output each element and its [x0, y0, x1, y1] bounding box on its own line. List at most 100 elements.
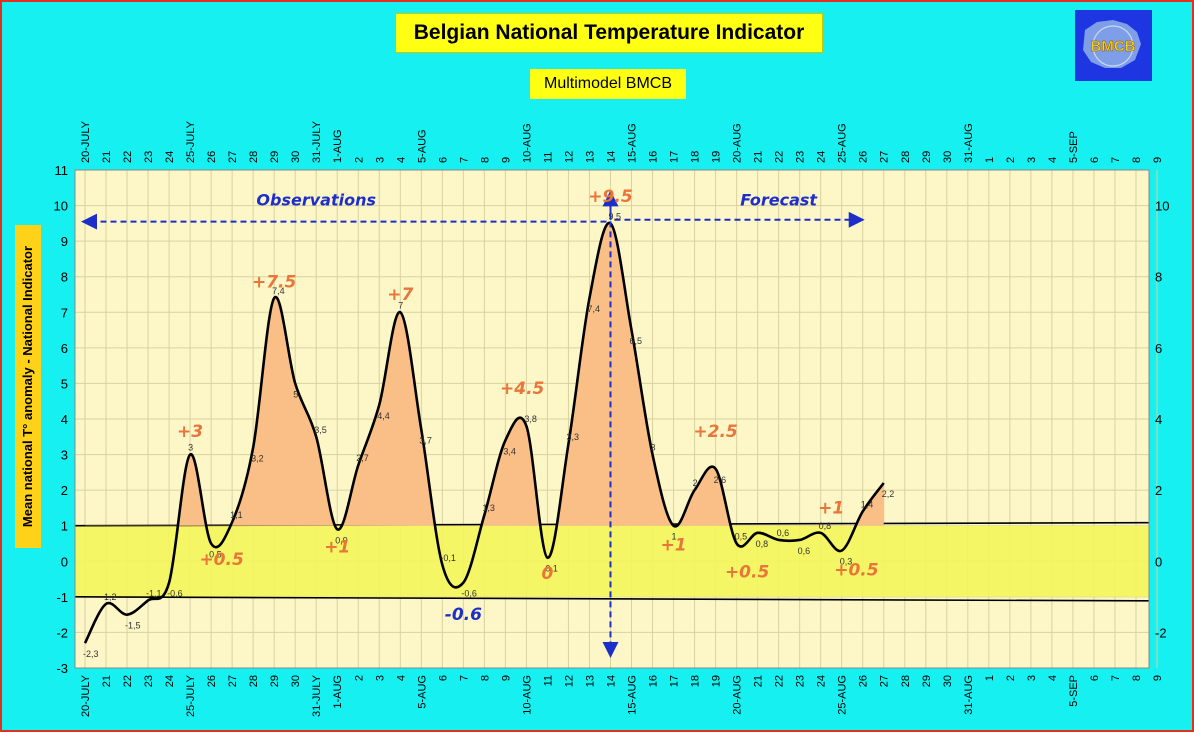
y-tick-left: 8 [61, 270, 68, 285]
x-tick-bottom: 30 [942, 675, 954, 687]
y-tick-left: 1 [61, 519, 68, 534]
x-tick-top: 7 [1110, 157, 1122, 163]
y-tick-left: 9 [61, 234, 68, 249]
warm-anomaly-area [85, 223, 884, 526]
peak-annotation: +0.5 [834, 561, 878, 581]
data-label: 5 [293, 389, 298, 399]
data-label: 6,5 [630, 336, 643, 346]
x-tick-bottom: 25-JULY [185, 674, 197, 717]
data-label: 1 [672, 532, 677, 542]
plot-border [74, 169, 1150, 669]
x-tick-top: 24 [816, 151, 828, 163]
logo-text: BMCB [1091, 38, 1136, 55]
x-tick-top: 23 [795, 151, 807, 163]
period-arrows: Observations Forecast [81, 190, 865, 658]
x-tick-bottom: 8 [1131, 675, 1143, 681]
x-tick-top: 19 [711, 151, 723, 163]
x-tick-bottom: 7 [1110, 675, 1122, 681]
x-tick-top: 30 [290, 151, 302, 163]
x-tick-top: 4 [1047, 157, 1059, 163]
x-tick-top: 1 [984, 157, 996, 163]
data-label: 0,6 [777, 528, 790, 538]
x-tick-bottom: 9 [500, 675, 512, 681]
x-tick-top: 31-AUG [963, 123, 975, 163]
y-axis-label: Mean national T° anomaly - National Indi… [20, 245, 36, 528]
x-tick-top: 27 [879, 151, 891, 163]
normal-band [74, 521, 1150, 602]
x-tick-bottom: 29 [921, 675, 933, 687]
x-tick-top: 7 [458, 157, 470, 163]
data-label: 3,2 [251, 453, 264, 463]
x-tick-top: 2 [353, 157, 365, 163]
x-tick-top: 11 [542, 152, 554, 163]
data-label: 7,4 [587, 304, 600, 314]
x-tick-top: 28 [248, 151, 260, 163]
data-label: -0,6 [461, 589, 477, 599]
peak-annotation: +0.5 [199, 550, 243, 570]
peak-annotation: +3 [177, 422, 203, 442]
x-tick-top: 10-AUG [521, 123, 533, 163]
x-tick-bottom: 9 [1152, 675, 1164, 681]
x-tick-bottom: 2 [353, 675, 365, 681]
data-label: -2,3 [83, 649, 99, 659]
x-tick-bottom: 24 [164, 675, 176, 687]
x-tick-bottom: 31-JULY [311, 674, 323, 717]
x-tick-top: 20-AUG [732, 123, 744, 163]
x-tick-bottom: 11 [542, 675, 554, 686]
anomaly-fill [85, 223, 884, 526]
x-tick-bottom: 6 [1089, 675, 1101, 681]
data-label: 3,7 [419, 436, 432, 446]
data-label: 0,5 [209, 550, 222, 560]
y-tick-right: 2 [1155, 483, 1162, 498]
x-tick-bottom: 3 [374, 675, 386, 681]
x-tick-top: 15-AUG [627, 123, 639, 163]
x-tick-top: 5-AUG [416, 129, 428, 163]
data-label: 1,4 [861, 499, 874, 509]
x-tick-bottom: 27 [227, 675, 239, 687]
x-tick-top: 12 [563, 151, 575, 163]
data-label: 3 [188, 443, 193, 453]
x-tick-top: 8 [1131, 157, 1143, 163]
y-tick-right: 6 [1155, 341, 1162, 356]
x-tick-bottom: 26 [206, 675, 218, 687]
x-tick-top: 22 [774, 151, 786, 163]
peak-annotation: +1 [324, 537, 350, 557]
data-label: 2,7 [356, 453, 369, 463]
x-tick-bottom: 2 [1005, 675, 1017, 681]
x-tick-bottom: 5-SEP [1068, 675, 1080, 707]
axes: -3-2-101234567891011-2024681020-JULY20-J… [54, 120, 1170, 717]
data-label: 0,3 [840, 557, 853, 567]
x-tick-bottom: 16 [648, 675, 660, 687]
normal-band-rect [75, 525, 1149, 597]
x-tick-top: 3 [1026, 157, 1038, 163]
peak-annotation: +9.5 [588, 187, 632, 207]
peak-annotation: +4.5 [500, 379, 544, 399]
peak-annotation: +0.5 [725, 562, 769, 582]
data-label: 2,6 [714, 475, 727, 485]
x-tick-bottom: 17 [669, 675, 681, 687]
data-label: 0,8 [756, 539, 769, 549]
region-label: Observations [256, 191, 376, 210]
x-tick-bottom: 21 [753, 675, 765, 687]
y-tick-left: -1 [56, 590, 68, 605]
x-tick-bottom: 27 [879, 675, 891, 687]
chart-title: Belgian National Temperature Indicator [395, 13, 823, 53]
data-label: 2,2 [882, 489, 895, 499]
x-tick-bottom: 31-AUG [963, 675, 975, 715]
x-tick-top: 22 [122, 151, 134, 163]
x-tick-top: 1-AUG [332, 129, 344, 163]
y-tick-left: 11 [55, 163, 69, 178]
y-tick-left: 2 [61, 483, 68, 498]
x-tick-bottom: 20-JULY [80, 674, 92, 717]
x-tick-bottom: 4 [395, 675, 407, 681]
x-tick-bottom: 30 [290, 675, 302, 687]
y-tick-right: -2 [1155, 625, 1167, 640]
x-tick-top: 26 [858, 151, 870, 163]
x-tick-bottom: 23 [143, 675, 155, 687]
y-tick-right: 0 [1155, 554, 1162, 569]
y-tick-left: 3 [61, 448, 68, 463]
data-label: 3,4 [503, 446, 516, 456]
region-label: Forecast [740, 191, 818, 210]
x-tick-top: 6 [437, 157, 449, 163]
